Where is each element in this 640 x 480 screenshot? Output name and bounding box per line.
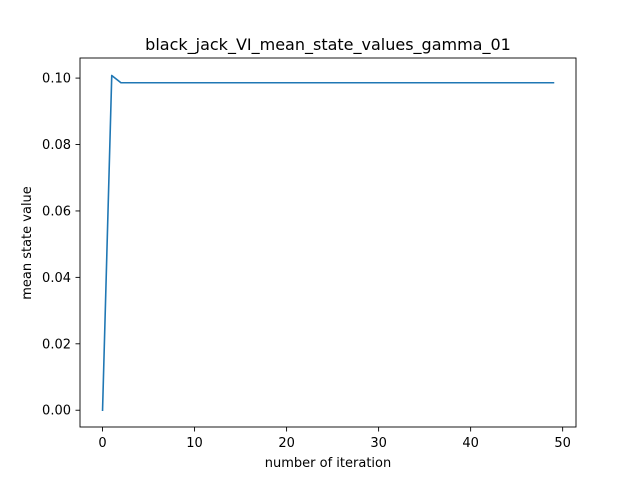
x-tick-label: 40: [462, 436, 479, 451]
chart-title: black_jack_VI_mean_state_values_gamma_01: [145, 35, 511, 55]
plot-area: [79, 57, 577, 428]
series-line-0: [101, 74, 555, 412]
axes-frame: [79, 57, 577, 428]
y-tick-label: 0.08: [42, 138, 71, 153]
x-tick-label: 20: [278, 436, 295, 451]
y-axis-ticks: 0.00 0.02 0.04 0.06 0.08 0.10: [42, 72, 80, 419]
x-tick-label: 0: [98, 436, 106, 451]
x-axis-ticks: 0 10 20 30 40 50: [98, 427, 571, 451]
x-tick-label: 50: [554, 436, 571, 451]
y-axis-label: mean state value: [20, 186, 35, 300]
x-axis-label: number of iteration: [265, 456, 391, 471]
y-tick-label: 0.10: [42, 72, 71, 87]
x-tick-label: 10: [186, 436, 203, 451]
y-tick-label: 0.06: [42, 204, 71, 219]
x-tick-label: 30: [370, 436, 387, 451]
y-tick-label: 0.04: [42, 271, 71, 286]
y-tick-label: 0.00: [42, 404, 71, 419]
y-tick-label: 0.02: [42, 337, 71, 352]
